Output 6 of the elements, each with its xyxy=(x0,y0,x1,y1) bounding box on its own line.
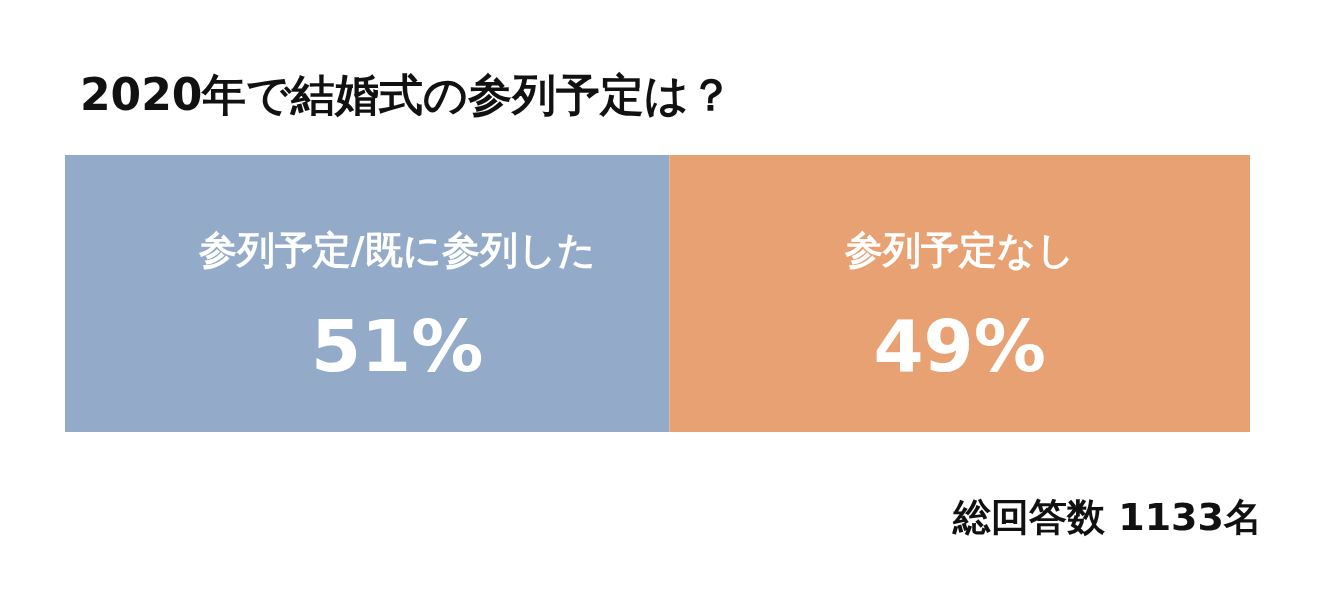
data-label: 51% xyxy=(311,304,484,389)
text: 総回答数 1133名 xyxy=(952,495,1262,539)
series-label: 参列予定/既に参列した xyxy=(197,228,596,273)
series-label: 参列予定なし xyxy=(843,228,1075,273)
chart-title: 2020年で結婚式の参列予定は？ xyxy=(80,69,734,120)
data-label: 49% xyxy=(873,304,1046,389)
